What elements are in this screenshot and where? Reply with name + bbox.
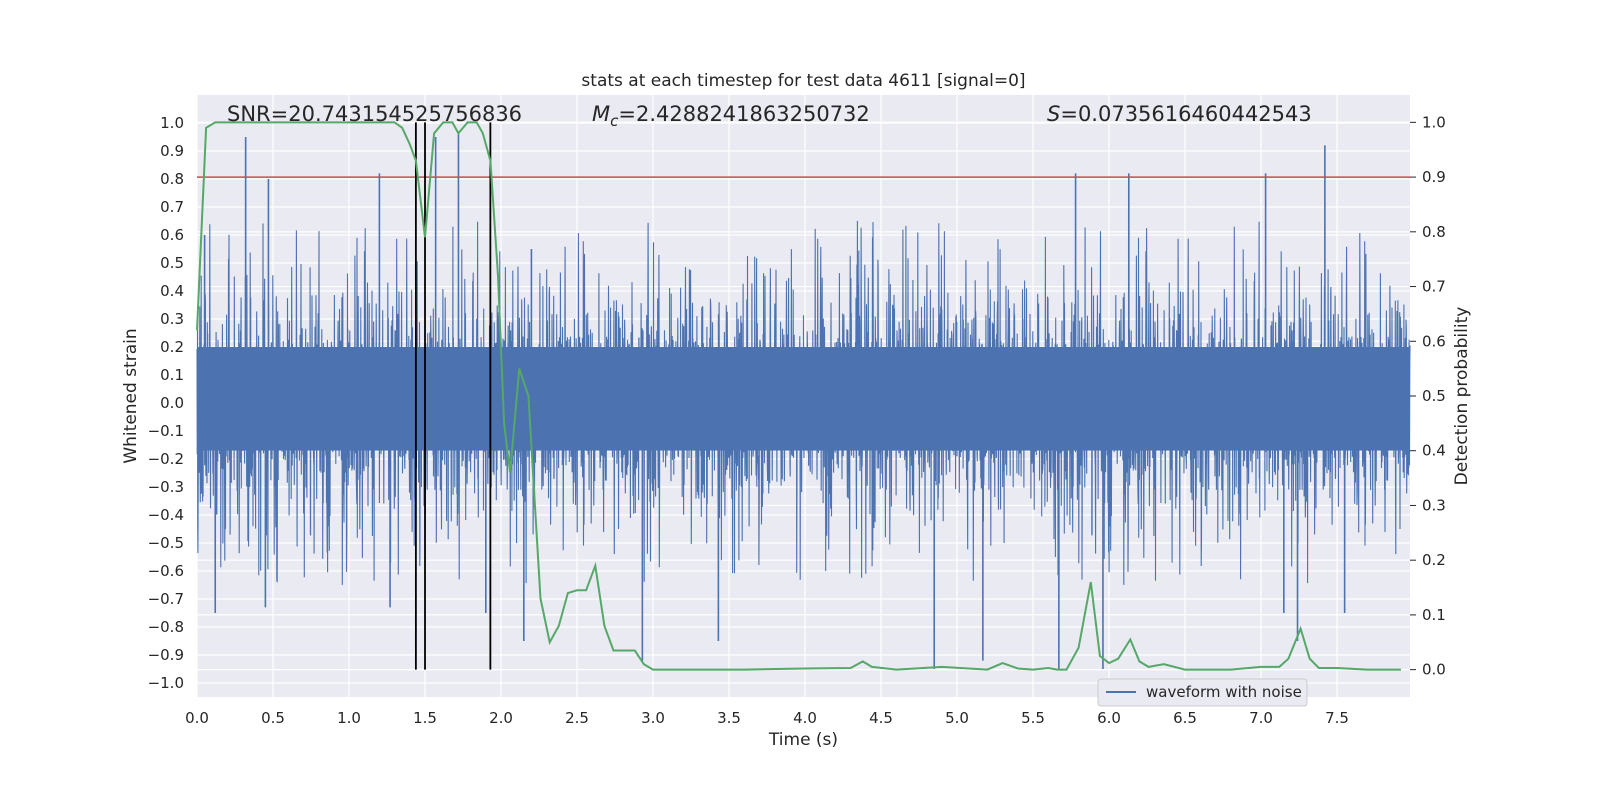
x-tick-label: 1.5 bbox=[413, 709, 437, 727]
x-tick-label: 7.5 bbox=[1325, 709, 1349, 727]
s-annotation: S=0.0735616460442543 bbox=[1047, 102, 1312, 126]
y-tick-label-right: 0.3 bbox=[1422, 496, 1446, 514]
x-tick-label: 4.5 bbox=[869, 709, 893, 727]
y-tick-label-right: 0.9 bbox=[1422, 168, 1446, 186]
vertical-markers bbox=[414, 122, 492, 670]
y-tick-label-right: 0.0 bbox=[1422, 661, 1446, 679]
s-symbol: S bbox=[1047, 102, 1060, 126]
waveform-series bbox=[196, 131, 1411, 669]
mc-value: =2.4288241863250732 bbox=[618, 102, 869, 126]
tick-labels: 0.0 0.5 1.0 1.5 2.0 2.5 3.0 3.5 4.0 4.5 5.0 5.5 6.0 6… bbox=[148, 113, 1446, 727]
x-tick-label: 6.5 bbox=[1173, 709, 1197, 727]
y-tick-label-right: 0.8 bbox=[1422, 223, 1446, 241]
y-tick-label-left: −1.0 bbox=[148, 674, 184, 692]
x-tick-label: 6.0 bbox=[1097, 709, 1121, 727]
x-tick-label: 3.0 bbox=[641, 709, 665, 727]
legend-box bbox=[1097, 678, 1308, 707]
y-tick-label-left: −0.6 bbox=[148, 562, 184, 580]
x-tick-label: 0.5 bbox=[261, 709, 285, 727]
mc-subscript: c bbox=[610, 112, 619, 130]
y-tick-label-left: 0.3 bbox=[160, 310, 184, 328]
y-tick-label-left: 0.5 bbox=[160, 254, 184, 272]
y-tick-label-right: 0.6 bbox=[1422, 332, 1446, 350]
x-tick-label: 3.5 bbox=[717, 709, 741, 727]
y-tick-label-left: 0.2 bbox=[160, 338, 184, 356]
x-axis-label: Time (s) bbox=[768, 730, 838, 750]
waveform-core bbox=[197, 347, 1410, 451]
x-tick-label: 1.0 bbox=[337, 709, 361, 727]
y-tick-label-left: −0.9 bbox=[148, 646, 184, 664]
x-tick-label: 0.0 bbox=[185, 709, 209, 727]
x-tick-label: 2.5 bbox=[565, 709, 589, 727]
y-tick-label-left: −0.2 bbox=[148, 450, 184, 468]
x-tick-label: 5.5 bbox=[1021, 709, 1045, 727]
y-tick-label-left: −0.4 bbox=[148, 506, 184, 524]
x-tick-label: 5.0 bbox=[945, 709, 969, 727]
probability-series bbox=[196, 121, 1401, 671]
probability-line bbox=[196, 121, 1401, 671]
snr-annotation: SNR=20.743154525756836 bbox=[227, 102, 522, 126]
y-tick-label-left: −0.5 bbox=[148, 534, 184, 552]
y-axis-label-right: Detection probability bbox=[1452, 307, 1472, 486]
chirp-mass-annotation: Mc=2.4288241863250732 bbox=[592, 102, 870, 130]
y-tick-label-right: 0.1 bbox=[1422, 606, 1446, 624]
legend: waveform with noise bbox=[1097, 678, 1308, 707]
y-tick-label-right: 0.7 bbox=[1422, 278, 1446, 296]
y-tick-label-left: 0.1 bbox=[160, 366, 184, 384]
legend-label-waveform: waveform with noise bbox=[1146, 683, 1302, 701]
x-tick-label: 2.0 bbox=[489, 709, 513, 727]
y-tick-label-right: 0.4 bbox=[1422, 442, 1446, 460]
y-tick-label-left: 0.0 bbox=[160, 394, 184, 412]
y-tick-label-left: −0.8 bbox=[148, 618, 184, 636]
y-tick-label-right: 0.5 bbox=[1422, 387, 1446, 405]
s-value: =0.0735616460442543 bbox=[1060, 102, 1311, 126]
mc-symbol: M bbox=[592, 102, 610, 126]
y-tick-label-right: 0.2 bbox=[1422, 551, 1446, 569]
y-tick-label-left: −0.7 bbox=[148, 590, 184, 608]
chart-title: stats at each timestep for test data 461… bbox=[581, 71, 1025, 91]
y-axis-label-left: Whitened strain bbox=[121, 328, 141, 463]
y-tick-label-left: 1.0 bbox=[160, 114, 184, 132]
x-tick-label: 7.0 bbox=[1249, 709, 1273, 727]
y-tick-label-left: 0.7 bbox=[160, 198, 184, 216]
y-tick-label-left: 0.4 bbox=[160, 282, 184, 300]
y-tick-label-left: 0.8 bbox=[160, 170, 184, 188]
y-tick-label-left: 0.6 bbox=[160, 226, 184, 244]
y-tick-label-left: −0.3 bbox=[148, 478, 184, 496]
y-tick-label-left: −0.1 bbox=[148, 422, 184, 440]
x-tick-label: 4.0 bbox=[793, 709, 817, 727]
y-tick-label-right: 1.0 bbox=[1422, 113, 1446, 131]
y-tick-label-left: 0.9 bbox=[160, 142, 184, 160]
